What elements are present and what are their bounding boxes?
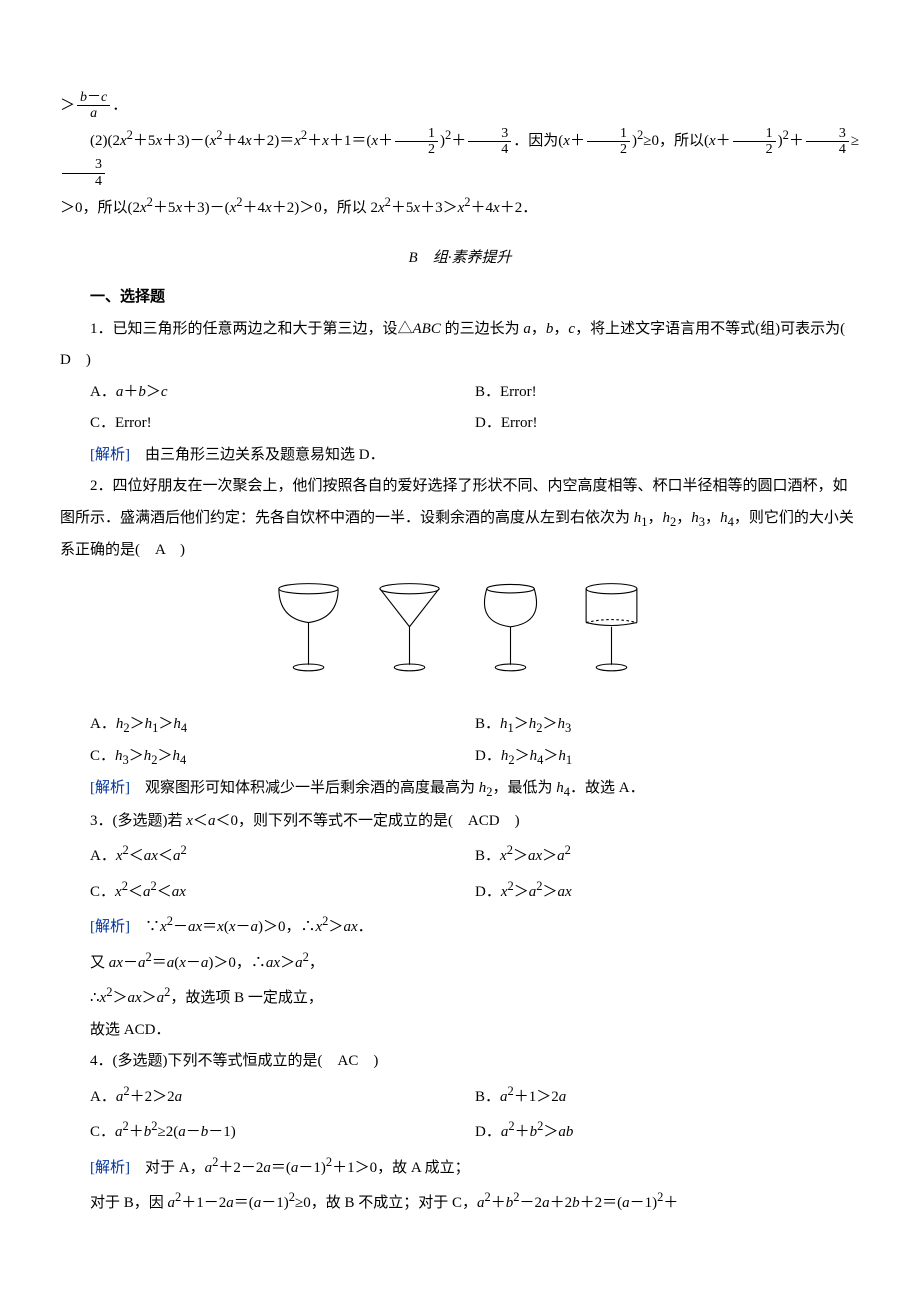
q3-opt-b: B．x2＞ax＞a2 bbox=[475, 837, 860, 873]
q4-stem: 4．(多选题)下列不等式恒成立的是( AC ) bbox=[60, 1046, 860, 1078]
q4-options: A．a2＋2＞2a B．a2＋1＞2a C．a2＋b2≥2(a－b－1) D．a… bbox=[60, 1078, 860, 1149]
top-frag-line2: (2)(2x2＋5x＋3)－(x2＋4x＋2)＝x2＋x＋1＝(x＋12)2＋3… bbox=[60, 122, 860, 189]
q1-opt-d: D．Error! bbox=[475, 408, 860, 440]
q1-options: A．a＋b＞c B．Error! C．Error! D．Error! bbox=[60, 377, 860, 440]
q3-opt-c: C．x2＜a2＜ax bbox=[90, 873, 475, 909]
q4-opt-d: D．a2＋b2＞ab bbox=[475, 1113, 860, 1149]
section-b-title: B 组·素养提升 bbox=[60, 243, 860, 275]
q1-opt-b: B．Error! bbox=[475, 377, 860, 409]
q2-opt-d: D．h2＞h4＞h1 bbox=[475, 741, 860, 773]
q4-opt-b: B．a2＋1＞2a bbox=[475, 1078, 860, 1114]
page: ＞b－ca． (2)(2x2＋5x＋3)－(x2＋4x＋2)＝x2＋x＋1＝(x… bbox=[0, 0, 920, 1302]
q4-opt-a: A．a2＋2＞2a bbox=[90, 1078, 475, 1114]
q3-analysis-1: [解析] ∵x2－ax＝x(x－a)＞0，∴x2＞ax． bbox=[60, 908, 860, 944]
q1-stem: 1．已知三角形的任意两边之和大于第三边，设△ABC 的三边长为 a，b，c，将上… bbox=[60, 314, 860, 377]
heading-choice: 一、选择题 bbox=[60, 282, 860, 314]
glass-1-icon bbox=[266, 576, 351, 686]
q2-opt-c: C．h3＞h2＞h4 bbox=[90, 741, 475, 773]
analysis-label: [解析] bbox=[90, 919, 130, 935]
q4-opt-c: C．a2＋b2≥2(a－b－1) bbox=[90, 1113, 475, 1149]
q2-options: A．h2＞h1＞h4 B．h1＞h2＞h3 C．h3＞h2＞h4 D．h2＞h4… bbox=[60, 709, 860, 774]
q3-analysis-2: 又 ax－a2＝a(x－a)＞0，∴ax＞a2， bbox=[60, 944, 860, 980]
q2-opt-b: B．h1＞h2＞h3 bbox=[475, 709, 860, 741]
q3-opt-d: D．x2＞a2＞ax bbox=[475, 873, 860, 909]
glass-2-icon bbox=[367, 576, 452, 686]
q3-stem: 3．(多选题)若 x＜a＜0，则下列不等式不一定成立的是( ACD ) bbox=[60, 806, 860, 838]
analysis-label: [解析] bbox=[90, 447, 130, 463]
q2-opt-a: A．h2＞h1＞h4 bbox=[90, 709, 475, 741]
glass-4-icon bbox=[569, 576, 654, 686]
analysis-label: [解析] bbox=[90, 780, 130, 796]
top-frag-line1: ＞b－ca． bbox=[60, 90, 860, 122]
q1-opt-c: C．Error! bbox=[90, 408, 475, 440]
analysis-label: [解析] bbox=[90, 1160, 130, 1176]
q4-analysis-2: 对于 B，因 a2＋1－2a＝(a－1)2≥0，故 B 不成立；对于 C，a2＋… bbox=[60, 1184, 860, 1220]
glass-3-icon bbox=[468, 576, 553, 686]
q1-analysis: [解析] 由三角形三边关系及题意易知选 D． bbox=[60, 440, 860, 472]
glass-figure bbox=[60, 576, 860, 699]
q2-stem: 2．四位好朋友在一次聚会上，他们按照各自的爱好选择了形状不同、内空高度相等、杯口… bbox=[60, 471, 860, 566]
q3-analysis-3: ∴x2＞ax＞a2，故选项 B 一定成立， bbox=[60, 979, 860, 1015]
top-frag-line3: ＞0，所以(2x2＋5x＋3)－(x2＋4x＋2)＞0，所以 2x2＋5x＋3＞… bbox=[60, 189, 860, 225]
q4-analysis-1: [解析] 对于 A，a2＋2－2a＝(a－1)2＋1＞0，故 A 成立； bbox=[60, 1149, 860, 1185]
q1-opt-a: A．a＋b＞c bbox=[90, 377, 475, 409]
q2-analysis: [解析] 观察图形可知体积减少一半后剩余酒的高度最高为 h2，最低为 h4．故选… bbox=[60, 773, 860, 805]
q3-opt-a: A．x2＜ax＜a2 bbox=[90, 837, 475, 873]
q3-analysis-4: 故选 ACD． bbox=[60, 1015, 860, 1047]
q3-options: A．x2＜ax＜a2 B．x2＞ax＞a2 C．x2＜a2＜ax D．x2＞a2… bbox=[60, 837, 860, 908]
